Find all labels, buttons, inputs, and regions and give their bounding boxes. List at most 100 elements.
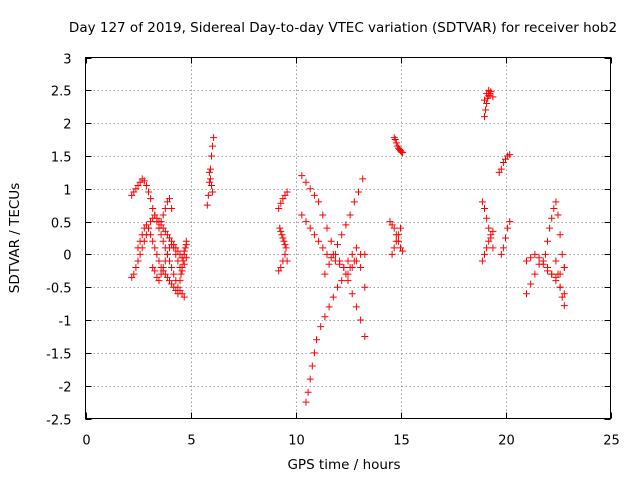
data-point: [168, 264, 176, 272]
data-point: [282, 244, 290, 252]
data-point: [523, 257, 530, 265]
data-point: [399, 149, 407, 157]
data-point: [489, 93, 497, 101]
data-point: [276, 224, 284, 232]
data-point: [388, 250, 396, 258]
data-point: [342, 270, 350, 278]
data-point: [338, 231, 346, 239]
data-point: [306, 224, 314, 232]
data-point: [548, 214, 556, 222]
data-point: [283, 188, 291, 196]
data-point: [277, 199, 285, 207]
data-point: [159, 264, 167, 272]
data-point: [279, 234, 287, 242]
data-point: [552, 198, 560, 206]
data-point: [556, 231, 564, 239]
data-point: [151, 267, 159, 275]
data-point: [209, 142, 217, 150]
data-point: [210, 134, 218, 142]
data-point: [180, 250, 188, 258]
data-point: [161, 257, 169, 265]
data-point: [502, 234, 509, 242]
data-point: [481, 250, 488, 258]
data-point: [145, 224, 152, 232]
data-point: [147, 231, 155, 239]
data-point: [174, 290, 182, 298]
y-tick-label: 0: [63, 249, 71, 264]
data-point: [177, 270, 185, 278]
data-point: [298, 172, 306, 180]
data-point: [321, 270, 329, 278]
gridlines: [85, 57, 611, 419]
data-point: [329, 293, 337, 301]
data-point: [359, 175, 367, 183]
data-point: [554, 211, 562, 219]
data-points: [128, 86, 568, 406]
data-point: [163, 250, 171, 258]
data-point: [147, 195, 155, 203]
data-point: [558, 293, 566, 301]
data-point: [306, 185, 314, 193]
data-point: [208, 152, 215, 160]
data-point: [325, 260, 333, 268]
data-point: [155, 224, 163, 232]
data-point: [306, 375, 314, 383]
data-point: [499, 244, 507, 252]
data-point: [172, 250, 180, 258]
data-point: [357, 316, 365, 324]
data-point: [280, 237, 288, 245]
data-point: [361, 250, 369, 258]
data-point: [481, 113, 488, 121]
data-point: [304, 388, 312, 396]
y-tick-label: 2: [63, 118, 71, 133]
y-tick-label: 2.5: [51, 85, 72, 100]
data-point: [541, 250, 549, 258]
data-point: [483, 99, 491, 107]
data-point: [355, 188, 362, 196]
data-point: [281, 250, 289, 258]
data-point: [489, 227, 497, 235]
data-point: [539, 260, 547, 268]
x-tick-label: 0: [82, 434, 90, 449]
data-point: [336, 260, 344, 268]
data-point: [348, 250, 356, 258]
x-tick-label: 20: [498, 434, 515, 449]
y-tick-label: -0.5: [46, 282, 71, 297]
data-point: [342, 221, 350, 229]
data-point: [346, 264, 354, 272]
data-point: [338, 277, 346, 285]
data-point: [310, 191, 318, 199]
data-point: [182, 237, 190, 245]
data-point: [149, 237, 157, 245]
x-axis-label: GPS time / hours: [287, 457, 400, 473]
data-point: [361, 332, 369, 340]
data-point: [531, 270, 539, 278]
data-point: [544, 237, 551, 245]
y-tick-label: -1: [59, 315, 72, 330]
data-point: [550, 204, 558, 212]
data-point: [132, 264, 140, 272]
data-point: [531, 250, 539, 258]
data-point: [142, 181, 150, 189]
data-point: [170, 244, 178, 252]
data-point: [209, 188, 217, 196]
data-point: [527, 254, 535, 262]
y-tick-label: 0.5: [51, 217, 72, 232]
data-point: [319, 211, 327, 219]
data-point: [138, 231, 146, 239]
data-point: [327, 237, 335, 245]
data-point: [506, 218, 514, 226]
data-point: [348, 290, 356, 298]
data-point: [168, 204, 176, 212]
data-point: [352, 303, 360, 311]
data-point: [308, 362, 316, 370]
data-point: [556, 283, 564, 291]
data-point: [178, 264, 186, 272]
data-point: [323, 224, 331, 232]
data-point: [489, 244, 497, 252]
data-point: [331, 257, 339, 265]
data-point: [523, 290, 530, 298]
data-point: [483, 244, 491, 252]
data-point: [157, 231, 165, 239]
y-tick-label: -2: [59, 381, 72, 396]
